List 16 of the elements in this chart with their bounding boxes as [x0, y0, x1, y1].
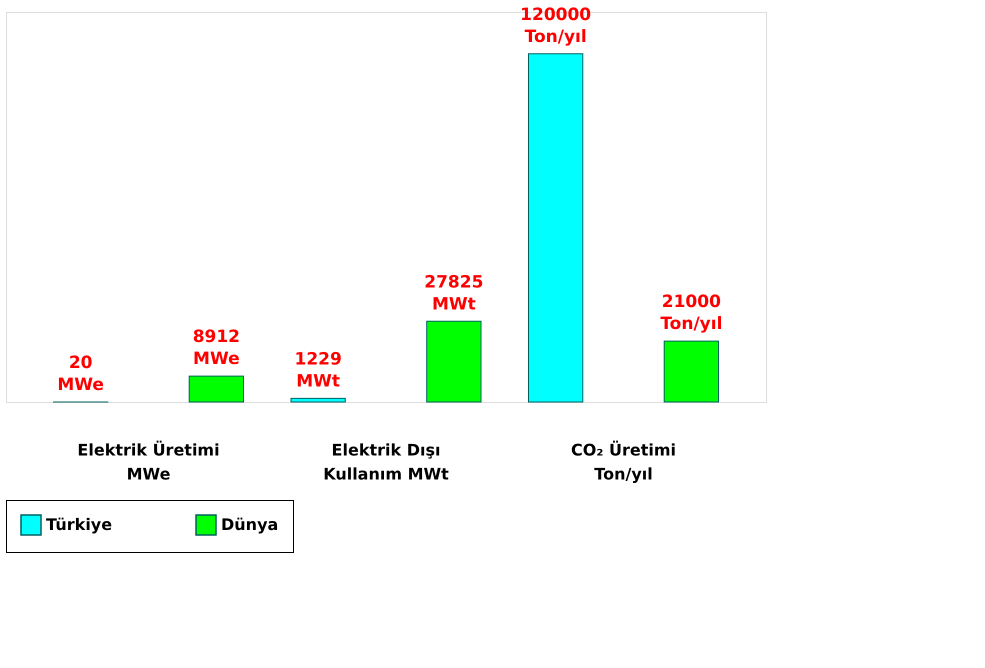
data-label: 8912 MWe — [192, 327, 240, 370]
x-tick-label: Elektrik Dışı Kullanım MWt — [323, 440, 450, 484]
bar — [664, 340, 719, 402]
data-label: 27825 MWt — [424, 272, 484, 314]
legend-label: Dünya — [221, 515, 278, 534]
bar — [426, 320, 482, 402]
data-label: 20 MWe — [57, 352, 104, 395]
legend-label: Türkiye — [46, 515, 112, 534]
bar — [188, 376, 244, 402]
data-label: 21000 Ton/yıl — [660, 292, 722, 334]
data-label: 120000 Ton/yıl — [520, 4, 592, 47]
x-tick-label: CO₂ Üretimi Ton/yıl — [571, 440, 676, 484]
bar — [528, 53, 584, 402]
bar — [290, 398, 346, 402]
data-label: 1229 MWt — [294, 349, 342, 392]
x-tick-label: Elektrik Üretimi MWe — [77, 440, 220, 484]
